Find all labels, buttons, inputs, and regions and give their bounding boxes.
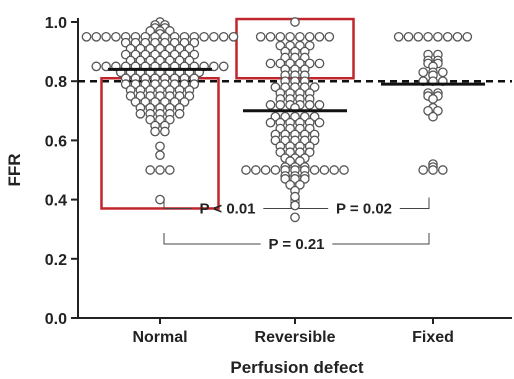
y-tick-label: 1.0 bbox=[45, 15, 67, 32]
data-point bbox=[418, 165, 429, 175]
data-point bbox=[339, 165, 349, 175]
data-point bbox=[174, 108, 185, 119]
y-tick-label: 0.0 bbox=[45, 311, 67, 328]
data-point bbox=[393, 31, 404, 42]
comparison-brackets: P < 0.01 P = 0.02 P = 0.21 bbox=[163, 197, 430, 253]
y-tick-label: 0.2 bbox=[45, 252, 67, 269]
data-point bbox=[241, 165, 251, 175]
data-point bbox=[403, 31, 414, 42]
data-point bbox=[260, 165, 271, 175]
data-point bbox=[265, 58, 276, 69]
data-point bbox=[329, 165, 340, 175]
data-points bbox=[81, 17, 473, 223]
data-point bbox=[428, 111, 438, 122]
data-point bbox=[135, 108, 146, 119]
y-tick-label: 0.6 bbox=[45, 133, 67, 150]
data-point bbox=[462, 31, 473, 42]
data-point bbox=[285, 31, 295, 42]
data-point bbox=[314, 100, 325, 110]
data-point bbox=[255, 31, 266, 42]
comparison-bracket bbox=[298, 197, 329, 209]
p-value-label: P = 0.21 bbox=[268, 236, 324, 253]
data-point bbox=[250, 165, 261, 175]
data-point bbox=[155, 194, 165, 205]
data-point bbox=[324, 31, 335, 42]
data-point bbox=[270, 165, 281, 175]
data-point bbox=[437, 165, 448, 175]
data-point bbox=[314, 31, 325, 42]
data-point bbox=[295, 31, 305, 42]
data-point bbox=[290, 191, 300, 202]
data-point bbox=[150, 126, 160, 137]
data-point bbox=[164, 165, 175, 175]
data-point bbox=[304, 100, 315, 110]
data-point bbox=[314, 117, 325, 128]
data-point bbox=[319, 165, 330, 175]
comparison-bracket bbox=[263, 197, 292, 209]
p-value-label: P = 0.02 bbox=[336, 200, 392, 217]
data-point bbox=[91, 61, 102, 72]
data-point bbox=[155, 150, 165, 161]
data-point bbox=[423, 31, 433, 42]
data-point bbox=[218, 61, 229, 72]
data-point bbox=[418, 67, 429, 78]
data-point bbox=[314, 58, 325, 69]
data-point bbox=[265, 31, 276, 42]
data-point bbox=[228, 31, 239, 42]
data-point bbox=[155, 141, 165, 152]
data-point bbox=[442, 31, 453, 42]
y-tick-label: 0.8 bbox=[45, 74, 67, 91]
data-point bbox=[265, 117, 276, 128]
data-point bbox=[155, 165, 165, 175]
data-point bbox=[452, 31, 463, 42]
axes bbox=[71, 18, 512, 324]
data-point bbox=[290, 17, 300, 27]
data-point bbox=[218, 31, 229, 42]
data-point bbox=[304, 31, 315, 42]
data-point bbox=[91, 31, 102, 42]
comparison-bracket bbox=[163, 233, 261, 245]
data-point bbox=[290, 200, 300, 211]
x-category-label: Reversible bbox=[255, 329, 336, 346]
data-point bbox=[265, 100, 276, 110]
x-axis-title: Perfusion defect bbox=[230, 358, 364, 377]
data-point bbox=[199, 31, 209, 42]
data-point bbox=[275, 31, 286, 42]
data-point bbox=[433, 31, 443, 42]
median-lines bbox=[108, 67, 485, 113]
data-point bbox=[111, 31, 121, 42]
data-point bbox=[428, 165, 438, 175]
data-point bbox=[428, 94, 438, 104]
data-point bbox=[309, 165, 320, 175]
comparison-bracket bbox=[163, 197, 192, 209]
comparison-bracket bbox=[332, 233, 430, 245]
data-point bbox=[160, 126, 170, 137]
data-point bbox=[290, 212, 300, 223]
data-point bbox=[413, 31, 424, 42]
highlight-box bbox=[100, 76, 220, 210]
y-axis-title: FFR bbox=[5, 153, 24, 186]
comparison-bracket bbox=[399, 197, 430, 209]
data-point bbox=[209, 31, 219, 42]
x-category-label: Normal bbox=[132, 329, 187, 346]
data-point bbox=[145, 165, 156, 175]
p-value-label: P < 0.01 bbox=[199, 200, 255, 217]
y-tick-label: 0.4 bbox=[45, 193, 67, 210]
axis-labels: 0.0 0.2 0.4 0.6 0.8 1.0 Normal Reversible Fixed F… bbox=[5, 15, 454, 377]
data-point bbox=[81, 31, 92, 42]
data-point bbox=[101, 31, 111, 42]
data-point bbox=[437, 67, 448, 78]
x-category-label: Fixed bbox=[412, 329, 454, 346]
data-point bbox=[275, 100, 286, 110]
